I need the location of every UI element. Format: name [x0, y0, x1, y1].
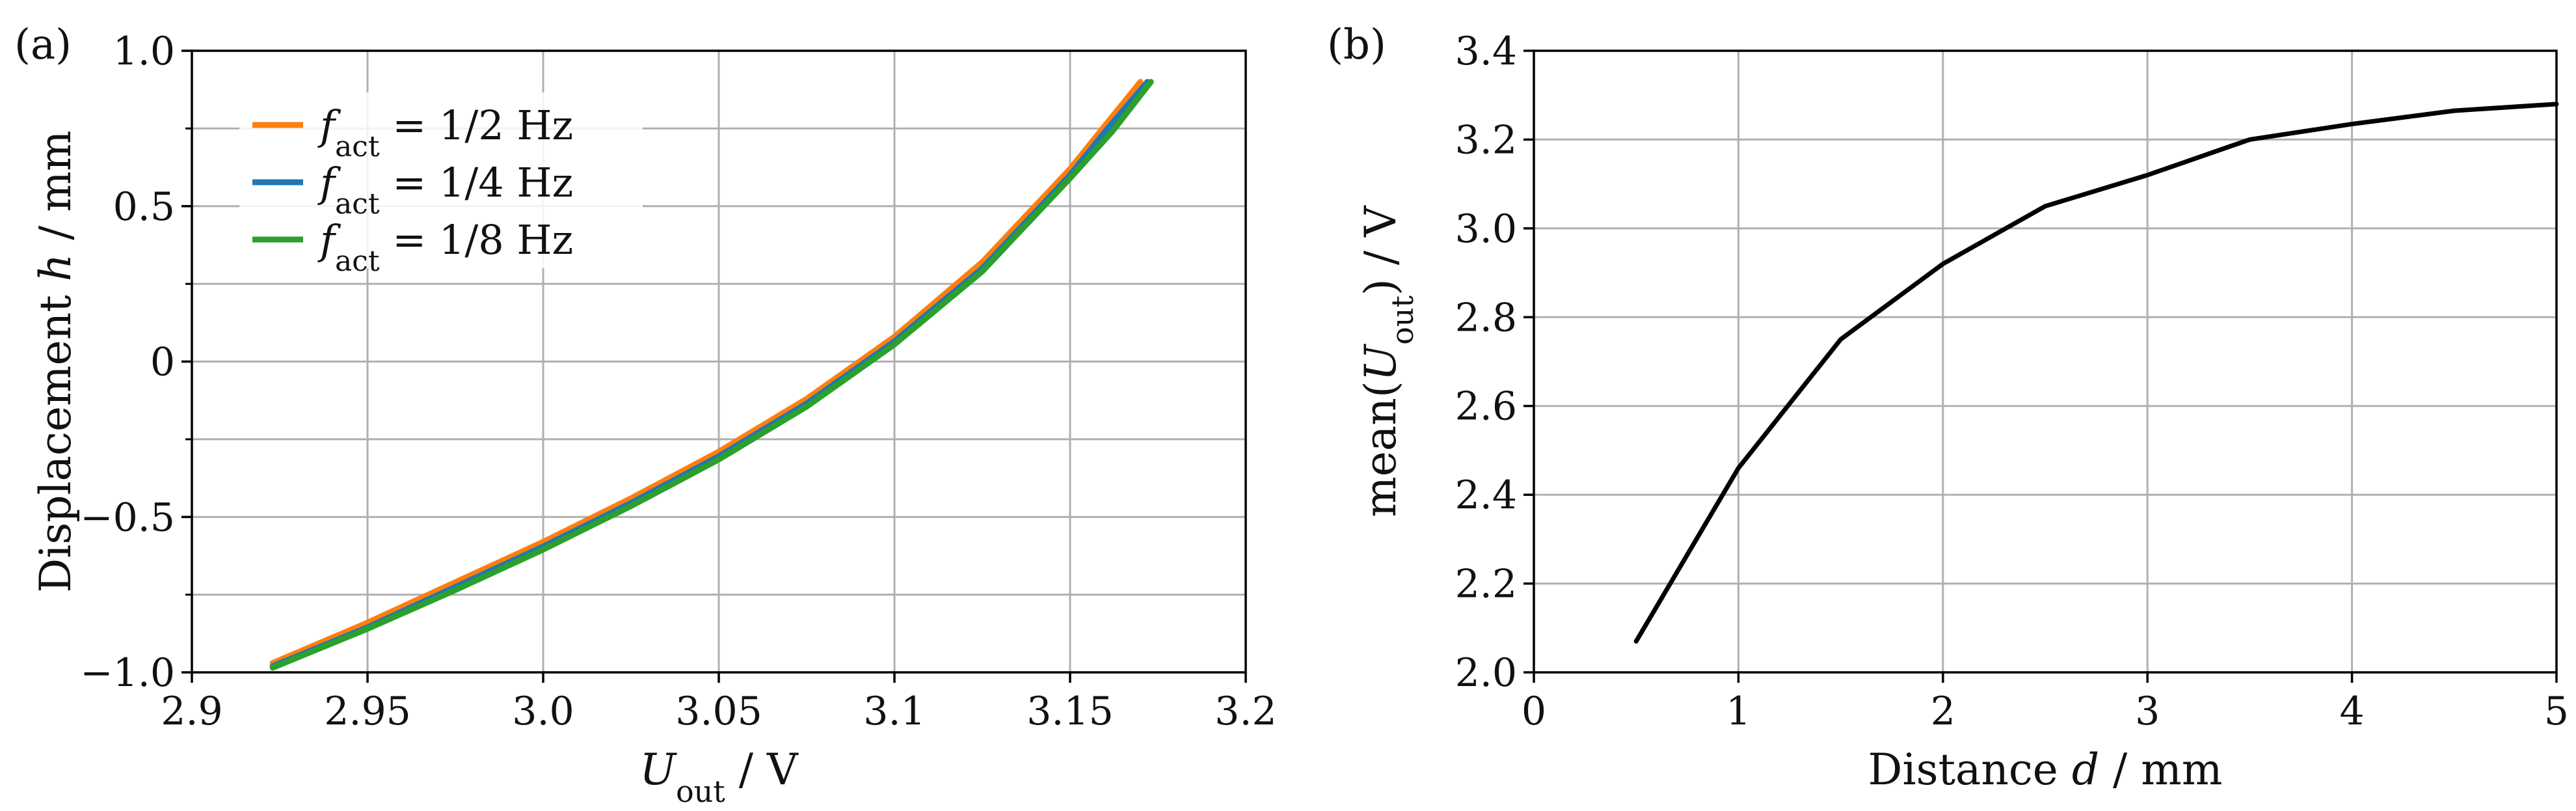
- y-tick-label: −0.5: [80, 495, 175, 540]
- x-tick-label: 3.2: [1214, 689, 1276, 734]
- x-tick-label: 3: [2135, 689, 2160, 734]
- series-line-3: [269, 79, 1154, 671]
- y-axis-label: mean(Uout) / V: [1356, 205, 1420, 517]
- y-tick-label: 2.8: [1455, 295, 1517, 340]
- panel-a-chart: 2.9 2.95 3.0 3.05 3.1 3.15 3.2 −1.0 −0.5 0 0.5 1.0 (…: [14, 21, 1277, 809]
- y-tick-label: 1.0: [113, 29, 175, 74]
- legend-entry-2: fact = 1/4 Hz: [317, 159, 573, 221]
- y-tick-label: 2.4: [1455, 473, 1517, 518]
- x-tick-label: 3.15: [1026, 689, 1114, 734]
- x-tick-label: 5: [2544, 689, 2569, 734]
- panel-b-chart: 0 1 2 3 4 5 2.0 2.2 2.4 2.6 2.8 3.0 3.2 3.4 (b) Distanc…: [1327, 21, 2569, 795]
- panel-label: (a): [14, 21, 72, 69]
- legend-box: [239, 92, 643, 268]
- x-tick-label: 2.9: [161, 689, 222, 734]
- y-tick-label: −1.0: [80, 650, 175, 696]
- x-tick-label: 4: [2340, 689, 2365, 734]
- y-tick-label: 2.2: [1455, 562, 1517, 607]
- x-tick-label: 3.0: [512, 689, 574, 734]
- y-tick-label: 2.0: [1455, 650, 1517, 696]
- y-tick-label: 0.5: [113, 184, 175, 230]
- y-tick-label: 0: [150, 340, 175, 385]
- legend-entry-3: fact = 1/8 Hz: [317, 216, 573, 278]
- y-tick-label: 3.2: [1455, 117, 1517, 163]
- x-axis-label: Uout / V: [639, 745, 799, 809]
- x-tick-label: 3.05: [675, 689, 762, 734]
- x-tick-label: 2: [1931, 689, 1955, 734]
- x-tick-label: 1: [1726, 689, 1751, 734]
- series-line-1: [1633, 102, 2559, 644]
- x-axis-label: Distance d / mm: [1868, 745, 2223, 795]
- x-tick-label: 3.1: [863, 689, 925, 734]
- x-tick-label: 2.95: [324, 689, 411, 734]
- x-tick-label: 0: [1522, 689, 1546, 734]
- y-tick-label: 3.4: [1455, 29, 1517, 74]
- y-tick-label: 2.6: [1455, 384, 1517, 430]
- axes-frame: [1533, 49, 2558, 674]
- y-axis-label: Displacement h / mm: [31, 130, 81, 592]
- panel-label: (b): [1327, 21, 1386, 69]
- legend-entry-1: fact = 1/2 Hz: [317, 102, 573, 163]
- y-tick-label: 3.0: [1455, 206, 1517, 252]
- series-line-1: [269, 79, 1144, 667]
